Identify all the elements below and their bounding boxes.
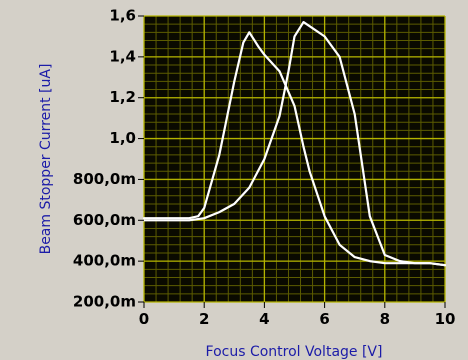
y-tick-label: 1,0	[109, 129, 136, 147]
grid-major	[143, 15, 446, 303]
x-tick-label: 10	[435, 310, 456, 328]
y-tick-label: 1,4	[109, 47, 136, 65]
x-tick-label: 4	[259, 310, 269, 328]
x-tick-label: 6	[319, 310, 329, 328]
y-tick-label: 600,0m	[73, 211, 136, 229]
y-tick-label: 800,0m	[73, 170, 136, 188]
y-tick-label: 400,0m	[73, 252, 136, 270]
x-tick-label: 0	[139, 310, 149, 328]
x-tick-label: 2	[199, 310, 209, 328]
y-axis-title: Beam Stopper Current [uA]	[38, 64, 54, 255]
x-axis-title: Focus Control Voltage [V]	[206, 344, 383, 360]
tick-labels: 0 2 4 6 8 10 200,0m 400,0m 600,0m 800,0m 1,0 1,2 1,4…	[73, 7, 456, 329]
axis-ticks	[138, 15, 446, 308]
series-line-2	[142, 21, 447, 267]
y-tick-label: 200,0m	[73, 293, 136, 311]
series-layer	[142, 21, 447, 267]
y-tick-label: 1,2	[109, 88, 136, 106]
x-tick-label: 8	[380, 310, 390, 328]
plot-area[interactable]	[144, 16, 445, 302]
series-line-1	[142, 31, 447, 267]
y-tick-label: 1,6	[109, 7, 136, 25]
